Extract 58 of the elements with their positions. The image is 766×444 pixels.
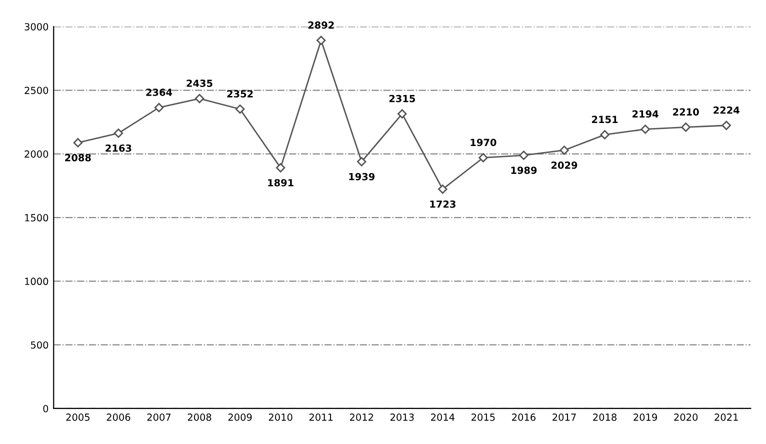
x-tick-label: 2011 [309, 414, 333, 421]
x-tick-label: 2017 [552, 414, 576, 421]
data-label: 2029 [551, 162, 578, 169]
x-tick-label: 2008 [188, 414, 212, 421]
point [73, 138, 83, 148]
x-tick-label: 2020 [674, 414, 698, 421]
data-label: 2210 [673, 108, 699, 116]
point [722, 120, 731, 130]
x-tick-label: 2019 [634, 414, 657, 421]
data-label: 1970 [470, 138, 496, 146]
data-label: 1989 [511, 166, 537, 174]
point [235, 104, 245, 114]
point [600, 130, 610, 140]
data-label: 2151 [592, 116, 618, 124]
data-label: 1723 [430, 200, 456, 208]
x-tick-label: 2014 [431, 414, 454, 421]
data-label: 2352 [227, 90, 253, 98]
point [276, 163, 286, 172]
y-tick-label: 3000 [24, 23, 48, 30]
point [438, 184, 448, 194]
point [398, 109, 407, 118]
data-label: 2194 [632, 110, 658, 118]
x-tick-label: 2018 [593, 414, 616, 421]
x-tick-label: 2007 [147, 414, 171, 421]
point [560, 146, 569, 155]
point [357, 157, 366, 166]
x-tick-label: 2013 [390, 414, 414, 421]
point [640, 124, 650, 134]
data-label: 1891 [268, 179, 294, 186]
x-tick-label: 2012 [350, 414, 374, 421]
x-tick-label: 2021 [714, 414, 738, 421]
data-label: 2892 [308, 21, 334, 29]
y-tick-label: 500 [30, 341, 48, 349]
y-tick-label: 1500 [25, 214, 48, 222]
data-label: 2364 [146, 88, 172, 96]
x-tick-label: 2005 [66, 414, 90, 421]
data-label: 1939 [349, 172, 375, 180]
y-tick-label: 0 [43, 404, 48, 412]
point [114, 128, 124, 138]
y-tick-label: 2500 [24, 86, 48, 94]
x-tick-label: 2010 [268, 414, 292, 421]
data-label: 2435 [186, 80, 212, 87]
point [316, 36, 326, 46]
y-tick-label: 1000 [25, 278, 48, 286]
data-label: 2163 [106, 144, 132, 152]
y-tick-label: 2000 [24, 150, 48, 158]
point [519, 150, 528, 160]
x-tick-label: 2006 [106, 414, 130, 421]
point [478, 153, 488, 162]
data-label: 2315 [389, 94, 415, 102]
point [194, 94, 204, 104]
point [154, 102, 164, 112]
point [681, 122, 690, 132]
x-tick-label: 2009 [228, 414, 252, 421]
data-label: 2224 [714, 106, 740, 114]
data-label: 2088 [65, 154, 91, 162]
x-tick-label: 2015 [472, 414, 495, 421]
x-tick-label: 2016 [512, 414, 536, 421]
